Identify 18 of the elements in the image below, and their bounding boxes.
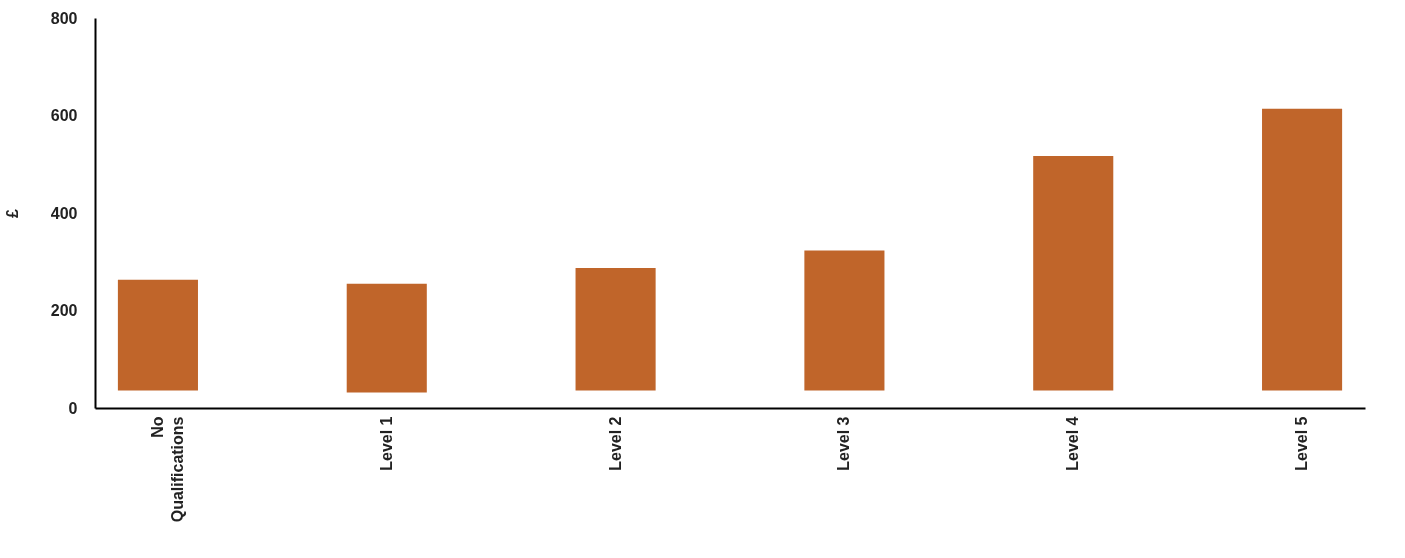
y-tick-label: 400 bbox=[50, 204, 78, 222]
x-tick-label: Level 3 bbox=[835, 416, 853, 471]
x-tick-label: No Qualifications bbox=[148, 416, 186, 523]
bar bbox=[346, 283, 427, 393]
bar bbox=[575, 268, 656, 391]
y-tick-label: 0 bbox=[68, 399, 78, 417]
y-tick-label: 800 bbox=[50, 9, 78, 27]
bar bbox=[1262, 108, 1343, 391]
bar bbox=[804, 250, 885, 391]
x-tick-label: Level 1 bbox=[377, 416, 395, 471]
y-tick-label: 600 bbox=[50, 107, 78, 124]
x-tick-label: Level 5 bbox=[1293, 416, 1311, 471]
x-tick-label: Level 4 bbox=[1064, 416, 1082, 471]
bar bbox=[117, 279, 198, 391]
y-tick-label: 200 bbox=[50, 302, 78, 319]
x-tick-label: Level 2 bbox=[606, 416, 624, 471]
y-axis-title: £ bbox=[3, 208, 21, 218]
bar bbox=[1033, 155, 1114, 391]
